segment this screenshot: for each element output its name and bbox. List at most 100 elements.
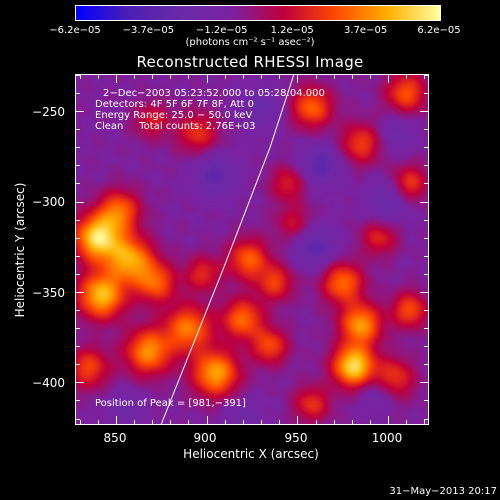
tick-mark [424,75,426,79]
tick-mark [406,420,408,424]
solar-limb-curve [160,75,295,424]
colorbar-tick-label: −3.7e−05 [122,25,175,36]
tick-mark [424,165,428,167]
date-stamp: 31−May−2013 20:17 [389,486,497,497]
tick-mark [424,364,428,366]
tick-mark [424,420,426,424]
y-tick-label: −300 [32,195,65,209]
tick-mark [76,255,80,257]
tick-mark [76,147,80,149]
tick-mark [424,237,428,239]
tick-mark [369,420,371,424]
tick-mark [420,111,428,113]
tick-mark [424,273,428,275]
colorbar [75,5,441,21]
tick-mark [76,418,80,420]
tick-mark [279,420,281,424]
x-tick-label: 850 [103,431,127,445]
colorbar-tick-label: 6.2e−05 [417,25,461,36]
tick-mark [420,382,428,384]
tick-mark [261,75,263,79]
tick-mark [424,255,428,257]
tick-mark [76,165,80,167]
tick-mark [76,237,80,239]
tick-mark [297,416,299,424]
colorbar-tick-label: 1.2e−05 [270,25,314,36]
tick-mark [76,382,84,384]
colorbar-units: (photons cm⁻² s⁻¹ asec⁻²) [185,37,315,48]
tick-mark [351,75,353,79]
tick-mark [115,416,117,424]
colorbar-tick-label: −6.2e−05 [49,25,101,36]
tick-mark [170,75,172,79]
tick-mark [76,346,80,348]
colorbar-tick-label: −1.2e−05 [195,25,248,36]
tick-mark [424,400,428,402]
tick-mark [420,291,428,293]
tick-mark [242,420,244,424]
tick-mark [76,219,80,221]
y-tick-label: −250 [32,105,65,119]
tick-mark [297,75,299,83]
tick-mark [424,183,428,185]
tick-mark [424,346,428,348]
x-tick-label: 900 [193,431,217,445]
tick-mark [333,75,335,79]
chart-title: Reconstructed RHESSI Image [136,53,364,71]
tick-mark [76,201,84,203]
tick-mark [315,75,317,79]
tick-mark [388,75,390,83]
x-tick-label: 950 [284,431,308,445]
colorbar-tick-label: 3.7e−05 [344,25,388,36]
annotation-clean-counts: Clean Total counts: 2.76E+03 [95,121,256,132]
tick-mark [188,75,190,79]
x-axis-label: Heliocentric X (arcsec) [183,447,319,461]
tick-mark [224,420,226,424]
tick-mark [424,219,428,221]
tick-mark [424,147,428,149]
tick-mark [351,420,353,424]
tick-mark [97,420,99,424]
x-tick-label: 1000 [371,431,403,445]
tick-mark [76,273,80,275]
annotation-peak-position: Position of Peak = [981,−391] [95,398,246,409]
tick-mark [388,416,390,424]
tick-mark [242,75,244,79]
tick-mark [76,183,80,185]
tick-mark [333,420,335,424]
tick-mark [76,75,80,76]
heatmap-image [76,75,428,424]
annotation-energy-range: Energy Range: 25.0 − 50.0 keV [95,110,253,121]
tick-mark [152,420,154,424]
tick-mark [206,75,208,83]
tick-mark [76,129,80,131]
tick-mark [134,75,136,79]
tick-mark [134,420,136,424]
tick-mark [76,310,80,312]
y-axis-label: Heliocentric Y (arcsec) [13,182,27,318]
tick-mark [424,129,428,131]
tick-mark [424,328,428,330]
tick-mark [115,75,117,83]
y-tick-label: −400 [32,376,65,390]
tick-mark [424,310,428,312]
tick-mark [79,75,81,79]
tick-mark [206,416,208,424]
tick-mark [76,328,80,330]
tick-mark [279,75,281,79]
solar-limb-layer [160,75,295,424]
tick-mark [420,201,428,203]
tick-mark [152,75,154,79]
tick-mark [97,75,99,79]
tick-mark [369,75,371,79]
tick-mark [188,420,190,424]
tick-mark [76,111,84,113]
tick-mark [261,420,263,424]
colorbar-gradient [76,6,440,20]
tick-mark [79,420,81,424]
tick-mark [406,75,408,79]
tick-mark [76,291,84,293]
tick-mark [170,420,172,424]
annotation-time-range: 2−Dec−2003 05:23:52.000 to 05:28:04.000 [103,88,325,99]
y-tick-label: −350 [32,286,65,300]
